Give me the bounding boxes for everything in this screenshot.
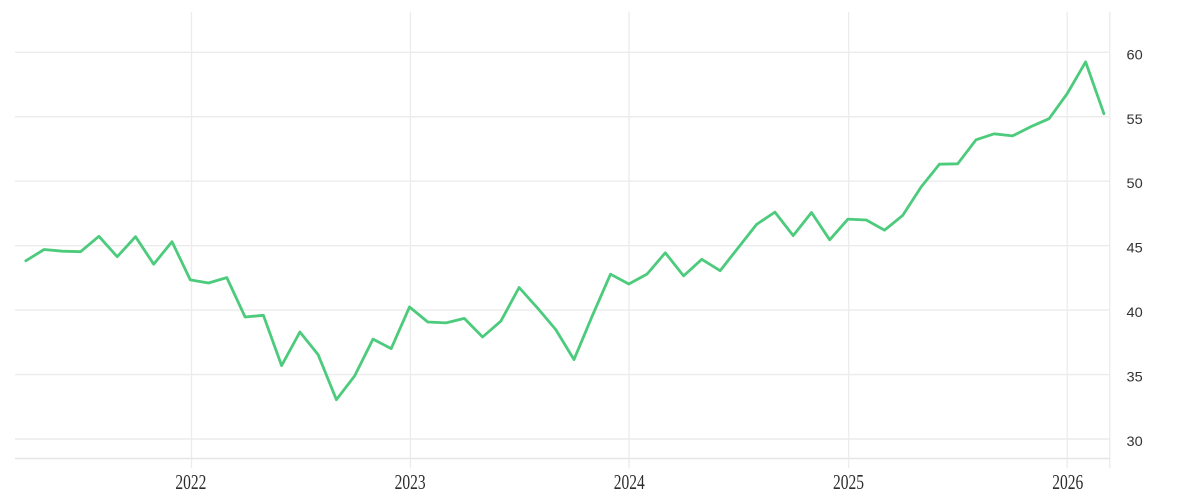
svg-text:30: 30 xyxy=(1127,433,1143,449)
svg-text:2023: 2023 xyxy=(395,470,426,494)
svg-text:60: 60 xyxy=(1127,46,1143,62)
svg-text:40: 40 xyxy=(1127,304,1143,320)
svg-text:2025: 2025 xyxy=(833,470,864,494)
svg-text:45: 45 xyxy=(1127,240,1143,256)
svg-text:35: 35 xyxy=(1127,369,1143,385)
svg-text:55: 55 xyxy=(1127,111,1143,127)
svg-text:2026: 2026 xyxy=(1052,470,1083,494)
svg-text:50: 50 xyxy=(1127,175,1143,191)
svg-text:2024: 2024 xyxy=(614,470,645,494)
svg-text:2022: 2022 xyxy=(175,470,206,494)
